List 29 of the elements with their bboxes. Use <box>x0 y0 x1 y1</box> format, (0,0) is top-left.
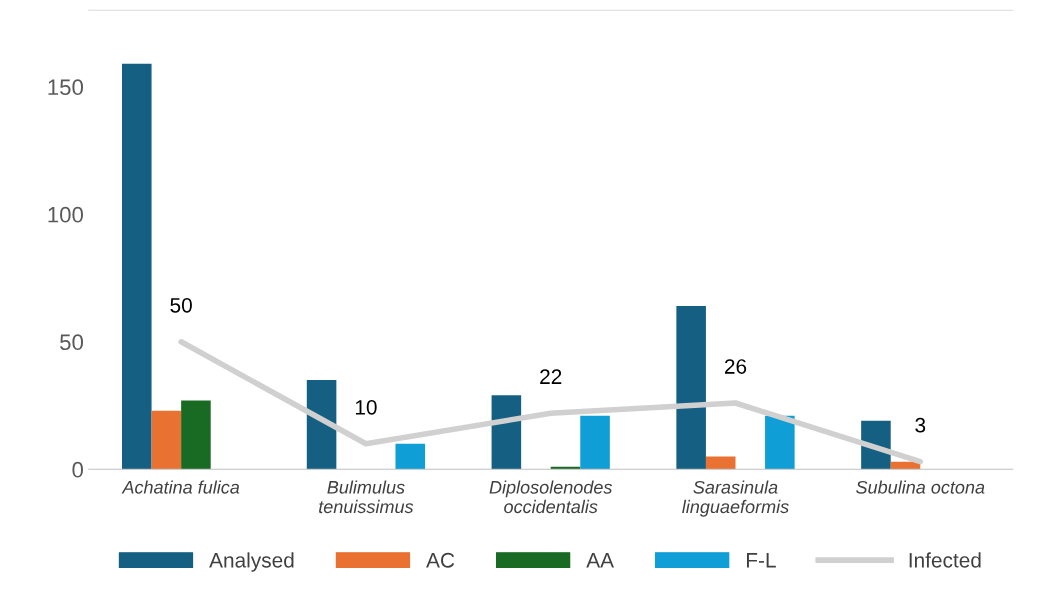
x-tick-label: Bulimulus tenuissimus <box>319 480 414 514</box>
bar <box>491 395 522 470</box>
legend-label: AA <box>586 553 614 568</box>
data-label: 3 <box>915 417 926 433</box>
y-tick-label: 100 <box>48 206 84 223</box>
bar <box>765 415 795 470</box>
bar <box>151 410 182 470</box>
y-tick-label: 50 <box>60 334 84 351</box>
y-tick-label: 0 <box>72 461 84 478</box>
legend-label: AC <box>426 552 455 568</box>
x-tick-label: Diplosolenodes occidentalis <box>489 480 613 514</box>
y-tick-label: 150 <box>48 79 84 96</box>
legend-label: Infected <box>909 552 981 568</box>
bar <box>122 63 152 470</box>
data-label: 50 <box>170 297 192 313</box>
x-tick-label: Achatina fulica <box>121 480 240 494</box>
bar <box>395 443 426 470</box>
bar <box>181 400 211 470</box>
data-label: 26 <box>724 359 747 374</box>
data-label: 10 <box>355 399 377 415</box>
legend-label: Analysed <box>209 552 294 572</box>
data-label: 22 <box>540 369 562 384</box>
x-tick-label: Subulina octona <box>856 480 985 494</box>
legend-label: F-L <box>746 553 776 568</box>
bar <box>705 456 736 470</box>
x-tick-label: Sarasinula linguaeformis <box>682 480 789 517</box>
bar <box>676 306 706 470</box>
bar <box>306 380 337 470</box>
bar <box>580 415 610 470</box>
